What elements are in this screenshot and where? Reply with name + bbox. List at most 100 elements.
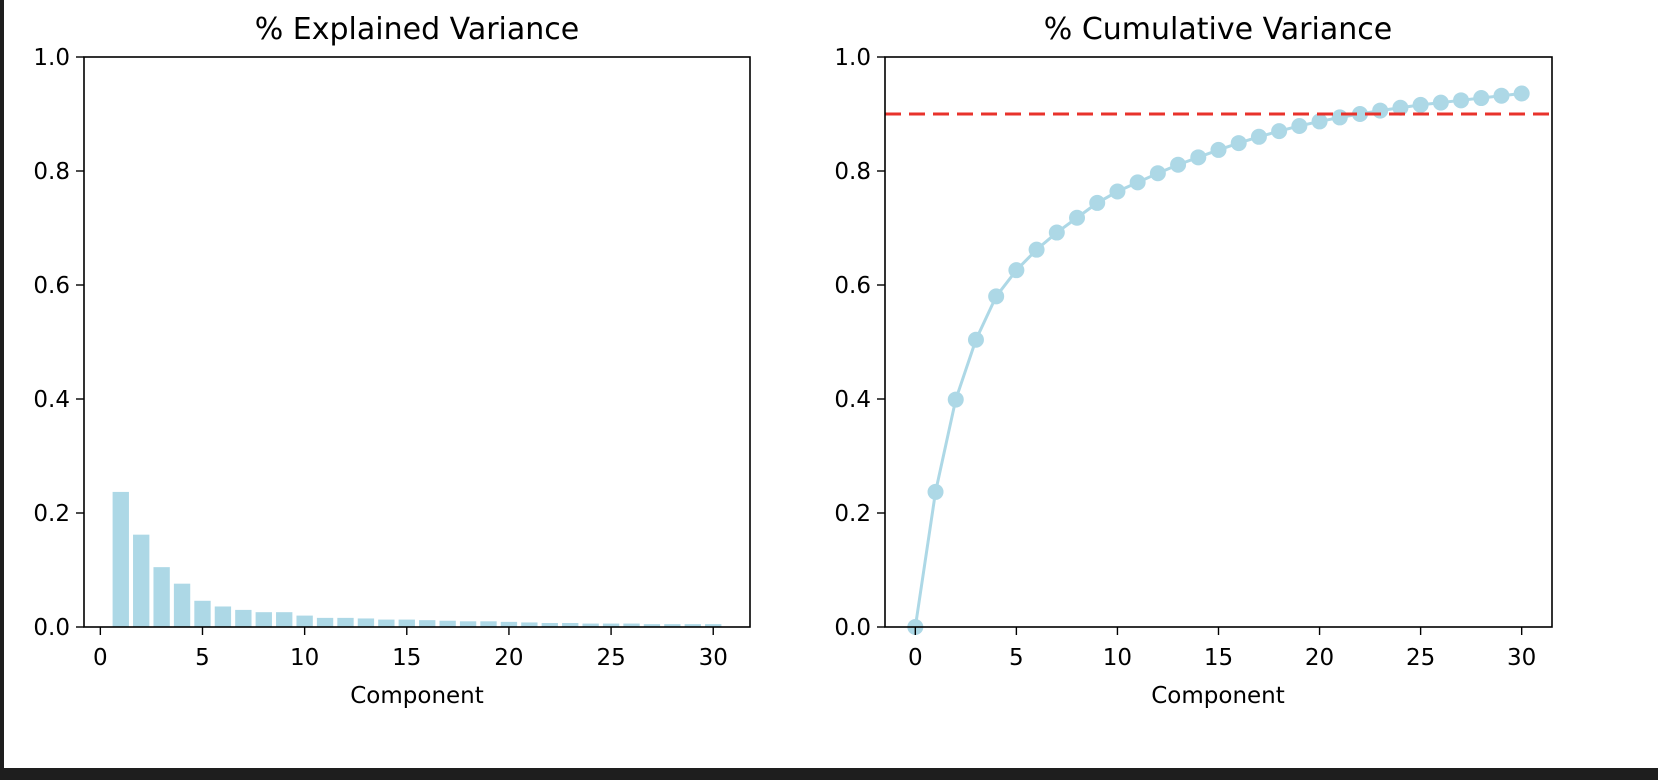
bar xyxy=(357,618,375,627)
x-tick-label: 15 xyxy=(392,645,421,671)
x-tick-label: 30 xyxy=(1507,645,1536,671)
data-point xyxy=(1432,94,1449,111)
y-tick-label: 1.0 xyxy=(33,45,70,71)
axis-ticks: 0 5 10 15 20 25 30 0.0 0.2 0.4 0.6 0.8 1.0 xyxy=(834,45,1536,671)
bar xyxy=(705,624,722,627)
data-point xyxy=(1311,113,1328,130)
data-point xyxy=(947,391,964,408)
data-point xyxy=(1493,87,1510,104)
x-axis-label: Component xyxy=(350,683,484,709)
y-tick-label: 0.6 xyxy=(33,273,70,299)
x-axis-label: Component xyxy=(1151,683,1285,709)
bar xyxy=(500,621,518,627)
y-tick-label: 0.0 xyxy=(33,615,70,641)
y-tick-label: 0.2 xyxy=(33,501,70,527)
figure-canvas: % Explained Variance Component 0 5 10 15 20 2… xyxy=(33,12,1553,709)
data-point xyxy=(1412,96,1429,113)
cumulative-variance-chart: % Cumulative Variance Component 0 5 10 15 20… xyxy=(834,12,1553,709)
bar xyxy=(664,624,681,627)
data-point xyxy=(1190,149,1207,166)
x-tick-label: 30 xyxy=(699,645,728,671)
explained-variance-chart: % Explained Variance Component 0 5 10 15 20 2… xyxy=(33,12,751,709)
data-point xyxy=(1109,183,1126,200)
data-point xyxy=(1250,128,1267,145)
data-point xyxy=(1351,106,1368,122)
x-tick-label: 5 xyxy=(195,645,210,671)
bar xyxy=(378,619,395,627)
y-tick-label: 0.6 xyxy=(834,273,871,299)
bar xyxy=(173,583,191,627)
data-point xyxy=(967,331,984,348)
plot-frame xyxy=(884,56,1553,628)
bar xyxy=(419,620,436,627)
series-line xyxy=(913,91,1522,628)
bar xyxy=(643,624,661,627)
y-tick-label: 0.8 xyxy=(33,159,70,185)
data-point xyxy=(1372,102,1389,119)
x-tick-label: 20 xyxy=(494,645,523,671)
bar xyxy=(602,623,620,627)
plot-frame xyxy=(83,56,751,628)
bar xyxy=(337,617,354,627)
x-tick-label: 25 xyxy=(596,645,625,671)
bar xyxy=(398,619,415,627)
bar xyxy=(133,534,150,627)
bar xyxy=(276,612,293,627)
bar xyxy=(316,617,334,627)
bar xyxy=(684,624,701,627)
bar xyxy=(623,623,640,627)
bars xyxy=(112,491,722,627)
data-point xyxy=(1069,209,1086,226)
data-point xyxy=(1331,109,1348,126)
data-point xyxy=(1230,135,1247,152)
data-point xyxy=(1392,99,1409,116)
data-point xyxy=(1048,224,1065,241)
data-point xyxy=(1170,156,1187,173)
data-point xyxy=(988,288,1005,305)
data-point xyxy=(1271,123,1288,140)
x-tick-label: 10 xyxy=(1103,645,1132,671)
bar xyxy=(439,620,456,627)
x-tick-label: 10 xyxy=(290,645,319,671)
bar xyxy=(296,615,313,627)
data-point xyxy=(1291,117,1308,134)
figure: % Explained Variance Component 0 5 10 15 20 2… xyxy=(4,0,1658,768)
bar xyxy=(480,621,497,627)
x-tick-label: 20 xyxy=(1305,645,1334,671)
bar xyxy=(153,567,170,627)
data-point xyxy=(1473,90,1490,107)
data-point xyxy=(1513,85,1530,102)
y-tick-label: 0.8 xyxy=(834,159,871,185)
bar xyxy=(235,609,252,627)
y-tick-label: 0.4 xyxy=(33,387,70,413)
line-series xyxy=(885,85,1552,635)
data-point xyxy=(927,483,944,500)
data-point xyxy=(1089,194,1106,211)
bar xyxy=(582,623,599,627)
y-tick-label: 1.0 xyxy=(834,45,871,71)
data-point xyxy=(1149,165,1166,182)
x-tick-label: 0 xyxy=(93,645,108,671)
y-tick-label: 0.2 xyxy=(834,501,871,527)
bar xyxy=(541,623,558,627)
data-point xyxy=(1028,241,1045,258)
data-point xyxy=(1129,174,1146,191)
y-tick-label: 0.0 xyxy=(834,615,871,641)
x-tick-label: 5 xyxy=(1009,645,1024,671)
x-tick-label: 25 xyxy=(1406,645,1435,671)
bar xyxy=(112,491,129,627)
bar xyxy=(214,606,232,627)
data-point xyxy=(1210,141,1227,158)
bar xyxy=(194,600,211,627)
y-tick-label: 0.4 xyxy=(834,387,871,413)
bar xyxy=(521,622,538,627)
bar xyxy=(562,623,579,627)
axis-ticks: 0 5 10 15 20 25 30 0.0 0.2 0.4 0.6 0.8 1.0 xyxy=(33,45,727,671)
data-point xyxy=(1453,92,1470,109)
chart-title: % Explained Variance xyxy=(255,12,580,47)
chart-title: % Cumulative Variance xyxy=(1044,12,1392,47)
x-tick-label: 15 xyxy=(1204,645,1233,671)
bar xyxy=(459,621,477,627)
data-point xyxy=(1008,262,1025,279)
x-tick-label: 0 xyxy=(908,645,923,671)
